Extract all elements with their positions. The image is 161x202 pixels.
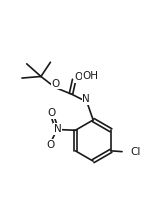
Text: O: O bbox=[75, 72, 83, 82]
Text: N: N bbox=[82, 94, 90, 104]
Text: OH: OH bbox=[83, 71, 99, 81]
Text: Cl: Cl bbox=[131, 147, 141, 157]
Text: N: N bbox=[54, 124, 62, 134]
Text: O: O bbox=[52, 79, 60, 89]
Text: O: O bbox=[47, 108, 56, 118]
Text: O: O bbox=[46, 140, 54, 150]
